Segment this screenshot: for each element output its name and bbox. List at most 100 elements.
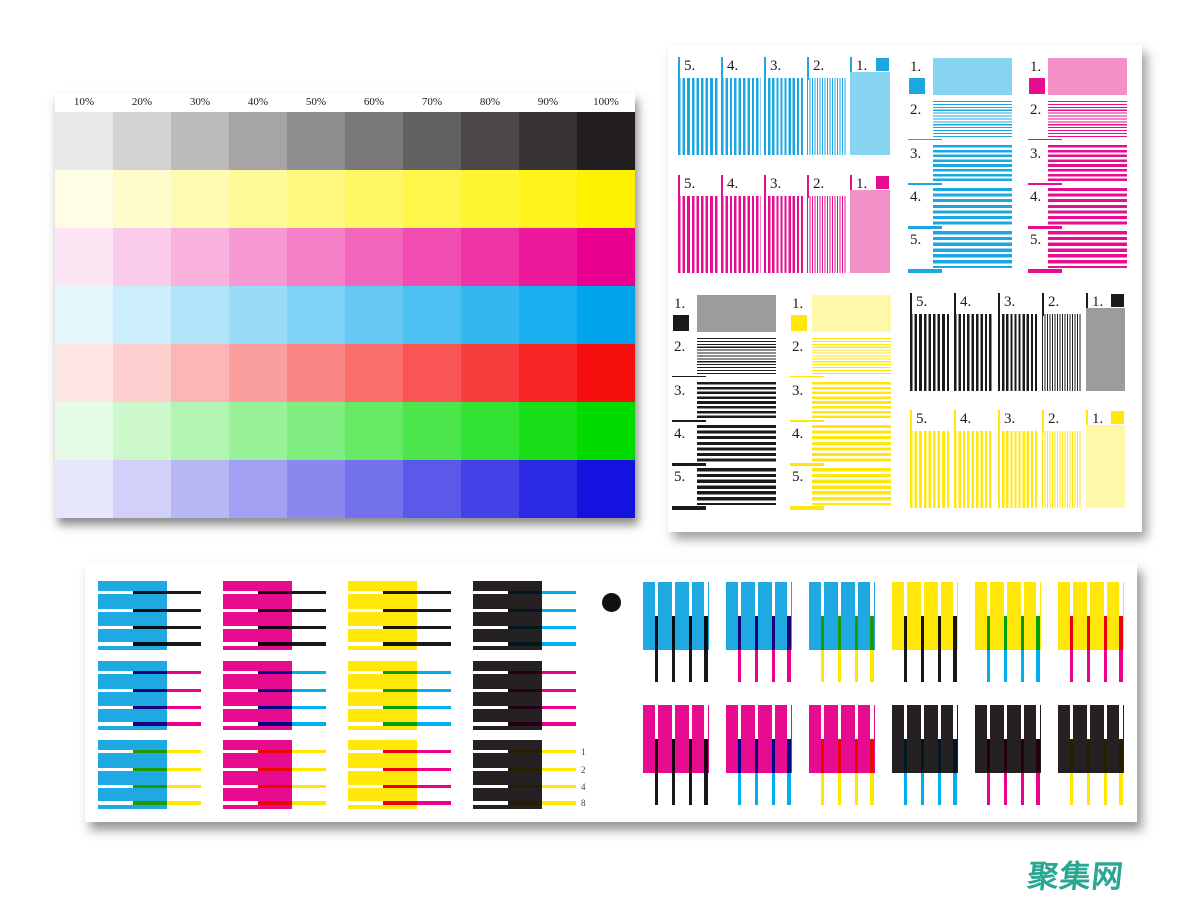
block-tick: [910, 410, 912, 433]
align-vblock-cyan: [809, 582, 875, 650]
hstripe-area-cyan: [933, 144, 1012, 182]
block-tick: [998, 293, 1000, 316]
tint-cell: [55, 228, 113, 286]
percent-label: 10%: [73, 96, 95, 108]
align-line-ink: [507, 768, 576, 771]
align-vline-white: [738, 705, 741, 739]
pattern-number: 3.: [910, 145, 922, 162]
tint-cell: [229, 170, 287, 228]
tint-cell: [461, 170, 519, 228]
align-vline-ink: [1004, 739, 1007, 805]
align-line-ink: [132, 722, 201, 726]
tint-cell: [577, 460, 635, 518]
align-vline-white: [1036, 582, 1040, 616]
solid-tint-area: [697, 295, 776, 332]
pattern-number: 2.: [792, 339, 804, 356]
pattern-number: 3.: [770, 58, 782, 74]
solid-tint-area: [850, 190, 890, 273]
align-vline-white: [921, 582, 924, 616]
block-tick: [910, 293, 912, 316]
align-vline-ink: [1021, 739, 1024, 805]
align-line-white: [348, 801, 383, 805]
solid-ink-swatch: [1029, 78, 1045, 94]
align-line-white: [473, 706, 508, 709]
tint-cell: [461, 228, 519, 286]
align-line-ink: [257, 642, 326, 646]
block-tick: [764, 57, 766, 80]
align-vblock-magenta: [643, 705, 709, 773]
tint-cell: [113, 170, 171, 228]
tint-cell: [171, 344, 229, 402]
align-line-ink: [507, 750, 576, 753]
nozzle-vstripe-block-black: 3.: [998, 293, 1037, 391]
tint-cell: [229, 228, 287, 286]
align-vline-white: [1070, 705, 1073, 739]
align-line-white: [473, 642, 508, 646]
align-line-ink: [507, 626, 576, 629]
solid-tint-area: [1048, 58, 1127, 95]
tint-cell: [345, 228, 403, 286]
tint-cell: [113, 112, 171, 170]
align-line-white: [223, 722, 258, 726]
align-line-white: [348, 785, 383, 788]
align-line-white: [98, 626, 133, 629]
tint-cell: [113, 402, 171, 460]
tint-cell: [171, 228, 229, 286]
align-vline-ink: [672, 739, 675, 805]
pattern-number: 2.: [674, 339, 686, 356]
solid-ink-swatch: [909, 78, 925, 94]
hstripe-area-black: [697, 424, 776, 462]
tint-cell: [519, 170, 577, 228]
align-vline-white: [738, 582, 741, 616]
tint-cell: [461, 112, 519, 170]
align-vline-ink: [953, 616, 957, 682]
pattern-number: 4.: [727, 58, 739, 74]
item-underline: [790, 419, 824, 422]
align-vline-ink: [821, 739, 824, 805]
hstripe-area-magenta: [1048, 187, 1127, 225]
align-line-ink: [132, 750, 201, 753]
align-line-white: [223, 750, 258, 753]
nozzle-vstripe-block-magenta: 5.: [678, 175, 718, 273]
pattern-number: 1.: [1030, 59, 1042, 75]
stripe-area: [721, 196, 761, 273]
item-underline: [790, 462, 824, 466]
align-line-ink: [382, 689, 451, 692]
block-tick: [850, 57, 852, 80]
tint-cell: [229, 402, 287, 460]
nozzle-vstripe-block-magenta: 2.: [807, 175, 847, 273]
nozzle-vstripe-block-cyan: 3.: [764, 57, 804, 155]
align-vline-white: [772, 582, 775, 616]
solid-tint-area: [1086, 308, 1125, 391]
tint-cell: [171, 286, 229, 344]
stripe-area: [678, 196, 718, 273]
align-line-ink: [507, 801, 576, 805]
nozzle-vstripe-block-cyan: 2.: [807, 57, 847, 155]
align-vline-white: [838, 582, 841, 616]
tint-cell: [345, 402, 403, 460]
align-line-ink: [382, 642, 451, 646]
pattern-number: 2.: [1048, 294, 1060, 310]
pattern-number: 1.: [856, 58, 868, 74]
tint-cell: [461, 344, 519, 402]
pattern-number: 2.: [910, 102, 922, 119]
tint-cell: [461, 286, 519, 344]
align-vblock-cyan: [726, 582, 792, 650]
align-vline-ink: [921, 616, 924, 682]
pattern-number: 3.: [1004, 411, 1016, 427]
tint-cell: [403, 228, 461, 286]
stripe-area: [678, 78, 718, 155]
hstripe-area-cyan: [933, 187, 1012, 225]
align-vline-white: [1087, 705, 1090, 739]
align-vline-ink: [855, 739, 858, 805]
align-line-ink: [507, 689, 576, 692]
align-vline-ink: [938, 616, 941, 682]
align-vline-white: [987, 582, 990, 616]
pattern-number: 4.: [910, 188, 922, 205]
percent-label: 70%: [421, 96, 443, 108]
pattern-number: 5.: [916, 294, 928, 310]
tint-cell: [113, 228, 171, 286]
percent-label: 40%: [247, 96, 269, 108]
tint-cell: [519, 228, 577, 286]
align-vline-white: [855, 582, 858, 616]
